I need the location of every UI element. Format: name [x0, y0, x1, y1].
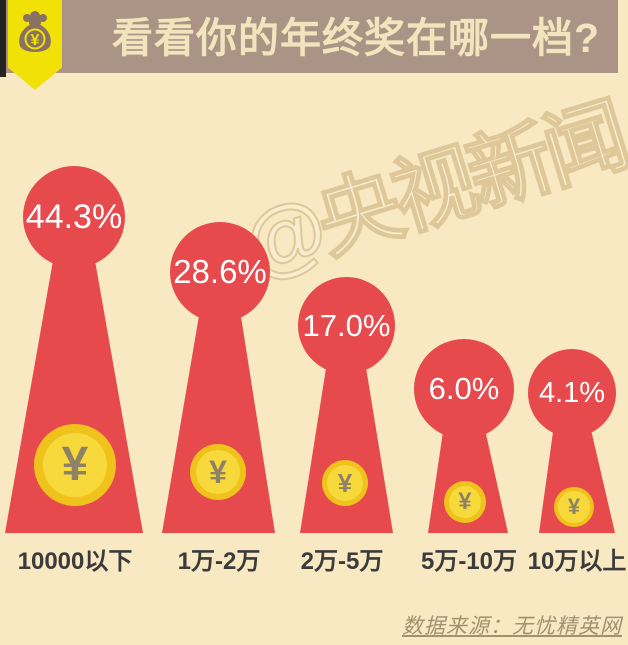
- coin-icon: ¥: [444, 481, 486, 523]
- coin-inner: ¥: [558, 491, 590, 523]
- header-banner: [6, 0, 618, 73]
- data-source-note: 数据来源：无忧精英网: [402, 614, 622, 638]
- coin-icon: ¥: [554, 487, 594, 527]
- coin-icon: ¥: [34, 424, 116, 506]
- category-label: 1万-2万: [177, 548, 261, 575]
- watermark-text: @央视新闻: [231, 87, 628, 294]
- coin-inner: ¥: [43, 433, 107, 497]
- percent-value: 6.0%: [428, 371, 500, 406]
- coin-icon: ¥: [322, 460, 368, 506]
- left-edge-strip: [0, 0, 6, 77]
- coin-inner: ¥: [327, 465, 363, 501]
- yen-symbol: ¥: [61, 437, 89, 491]
- percent-value: 17.0%: [302, 307, 391, 343]
- category-label: 2万-5万: [300, 548, 384, 575]
- svg-text:¥: ¥: [31, 32, 40, 49]
- coin-icon: ¥: [190, 444, 246, 500]
- coin-inner: ¥: [196, 450, 240, 494]
- pawn-head: 17.0%: [298, 277, 395, 374]
- percent-value: 28.6%: [173, 253, 267, 290]
- pawn-head: 6.0%: [414, 339, 514, 439]
- yen-symbol: ¥: [567, 493, 581, 519]
- category-label: 10万以上: [527, 548, 627, 575]
- yen-symbol: ¥: [458, 487, 472, 515]
- money-bag-icon: ¥: [19, 11, 51, 52]
- category-label: 5万-10万: [420, 548, 518, 575]
- page-title: 看看你的年终奖在哪一档?: [112, 15, 601, 61]
- category-label: 10000以下: [17, 548, 133, 575]
- yen-symbol: ¥: [337, 467, 353, 498]
- percent-value: 44.3%: [25, 197, 123, 236]
- pawn-body: [300, 362, 393, 533]
- coin-inner: ¥: [448, 485, 482, 519]
- pawn-head: 4.1%: [528, 349, 616, 437]
- yen-symbol: ¥: [209, 453, 227, 490]
- pawn-head: 28.6%: [170, 222, 270, 322]
- percent-value: 4.1%: [538, 376, 606, 409]
- money-bag-ribbon-badge: ¥: [8, 0, 62, 90]
- pawn-head: 44.3%: [23, 166, 125, 268]
